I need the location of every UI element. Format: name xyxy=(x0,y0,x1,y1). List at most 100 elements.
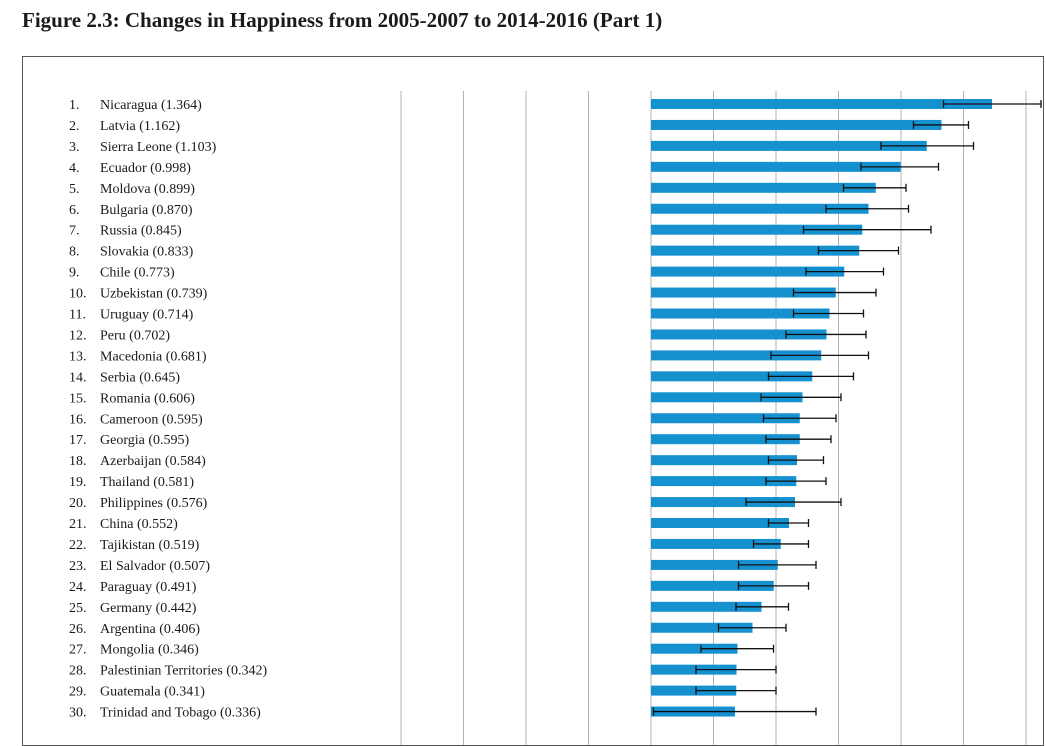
bar xyxy=(651,622,753,633)
bar xyxy=(651,643,738,654)
error-bar xyxy=(805,267,885,276)
rank-label: 26. xyxy=(69,622,87,637)
rank-label: 4. xyxy=(69,161,80,176)
rank-label: 3. xyxy=(69,140,80,155)
bar xyxy=(651,413,800,424)
rank-label: 11. xyxy=(69,308,86,323)
country-label: Mongolia (0.346) xyxy=(100,643,199,658)
country-label: Sierra Leone (1.103) xyxy=(100,140,217,155)
country-label: Nicaragua (1.364) xyxy=(100,98,202,113)
error-bar xyxy=(767,372,855,381)
country-label: Latvia (1.162) xyxy=(100,119,180,134)
rank-label: 15. xyxy=(69,391,87,406)
country-label: Germany (0.442) xyxy=(100,601,197,616)
error-bar xyxy=(767,456,825,465)
rank-label: 24. xyxy=(69,580,87,595)
country-label: China (0.552) xyxy=(100,517,178,532)
rank-label: 20. xyxy=(69,496,87,511)
rank-label: 9. xyxy=(69,266,80,281)
error-bar xyxy=(737,560,817,569)
country-label: Guatemala (0.341) xyxy=(100,685,205,700)
rank-label: 30. xyxy=(69,706,87,721)
error-bar xyxy=(785,330,867,339)
chart-frame: 1. Nicaragua (1.364) 2. Latvia (1.162) 3. Sie… xyxy=(22,56,1044,746)
bar xyxy=(651,538,781,549)
error-bar xyxy=(817,246,900,255)
bar xyxy=(651,308,830,319)
bar xyxy=(651,685,737,696)
error-bar xyxy=(860,162,940,171)
bar xyxy=(651,99,992,109)
country-label: Chile (0.773) xyxy=(100,266,175,281)
bar xyxy=(651,559,778,570)
rank-label: 5. xyxy=(69,182,80,197)
country-label: Moldova (0.899) xyxy=(100,182,195,197)
error-bar xyxy=(792,309,865,318)
error-bar xyxy=(842,183,907,192)
bar xyxy=(651,601,762,612)
rank-label: 6. xyxy=(69,203,80,218)
bar xyxy=(651,371,813,382)
country-label: Ecuador (0.998) xyxy=(100,161,191,176)
rank-label: 25. xyxy=(69,601,87,616)
rank-label: 18. xyxy=(69,454,87,469)
error-bar xyxy=(652,707,817,716)
country-label: Azerbaijan (0.584) xyxy=(100,454,206,469)
error-bar xyxy=(802,225,932,234)
bar xyxy=(651,476,797,487)
error-bar xyxy=(825,204,910,213)
error-bar xyxy=(912,120,970,129)
country-label: Philippines (0.576) xyxy=(100,496,208,511)
figure-title: Figure 2.3: Changes in Happiness from 20… xyxy=(22,8,663,32)
country-label: El Salvador (0.507) xyxy=(100,559,210,574)
country-label: Tajikistan (0.519) xyxy=(100,538,200,553)
country-label: Russia (0.845) xyxy=(100,224,182,239)
country-label: Paraguay (0.491) xyxy=(100,580,197,595)
rank-label: 7. xyxy=(69,224,80,239)
error-bar xyxy=(760,393,842,402)
rank-label: 17. xyxy=(69,433,87,448)
rank-label: 27. xyxy=(69,643,87,658)
error-bar xyxy=(752,539,810,548)
rank-label: 8. xyxy=(69,245,80,260)
country-label: Argentina (0.406) xyxy=(100,622,200,637)
bar xyxy=(651,119,942,130)
rank-label: 10. xyxy=(69,287,87,302)
rank-label: 29. xyxy=(69,685,87,700)
rank-label: 19. xyxy=(69,475,87,490)
bar xyxy=(651,224,863,235)
rank-label: 13. xyxy=(69,349,87,364)
rank-label: 12. xyxy=(69,328,87,343)
country-label: Georgia (0.595) xyxy=(100,433,189,448)
country-label: Cameroon (0.595) xyxy=(100,412,203,427)
error-bar xyxy=(695,686,777,695)
bar xyxy=(651,140,927,151)
bar xyxy=(651,434,800,445)
bar xyxy=(651,392,803,403)
country-label: Trinidad and Tobago (0.336) xyxy=(100,706,261,721)
error-bar xyxy=(767,519,810,527)
error-bar xyxy=(700,644,775,653)
rank-label: 1. xyxy=(69,98,80,113)
error-bar xyxy=(745,498,842,507)
bar xyxy=(651,287,836,298)
bar xyxy=(651,245,860,256)
rank-label: 23. xyxy=(69,559,87,574)
error-bar xyxy=(880,141,975,150)
bar xyxy=(651,182,876,193)
bar xyxy=(651,580,774,591)
bar xyxy=(651,497,795,508)
error-bar xyxy=(770,351,870,360)
bar xyxy=(651,161,901,172)
rank-label: 21. xyxy=(69,517,87,532)
bar xyxy=(651,350,822,361)
bar xyxy=(651,455,797,466)
error-bar xyxy=(762,414,837,423)
error-bar xyxy=(735,602,790,611)
error-bar xyxy=(942,100,1042,108)
rank-label: 28. xyxy=(69,664,87,679)
error-bar xyxy=(737,581,810,590)
bar xyxy=(651,203,869,214)
country-label: Uzbekistan (0.739) xyxy=(100,287,208,302)
country-label: Thailand (0.581) xyxy=(100,475,194,490)
